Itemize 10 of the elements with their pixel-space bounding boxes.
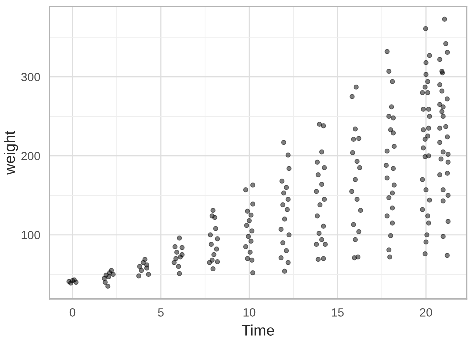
x-axis-title: Time bbox=[242, 324, 274, 336]
y-tick-label: 300 bbox=[21, 73, 40, 82]
y-tick-label: 200 bbox=[22, 152, 40, 160]
x-tick-label: 5 bbox=[158, 308, 164, 317]
x-tick-label: 15 bbox=[332, 308, 344, 317]
y-tick-label: 100 bbox=[22, 231, 40, 240]
x-tick-label: 20 bbox=[420, 308, 432, 317]
y-axis-title: weight bbox=[4, 130, 18, 176]
x-tick-label: 10 bbox=[244, 308, 256, 317]
x-tick-label: 0 bbox=[70, 308, 76, 317]
